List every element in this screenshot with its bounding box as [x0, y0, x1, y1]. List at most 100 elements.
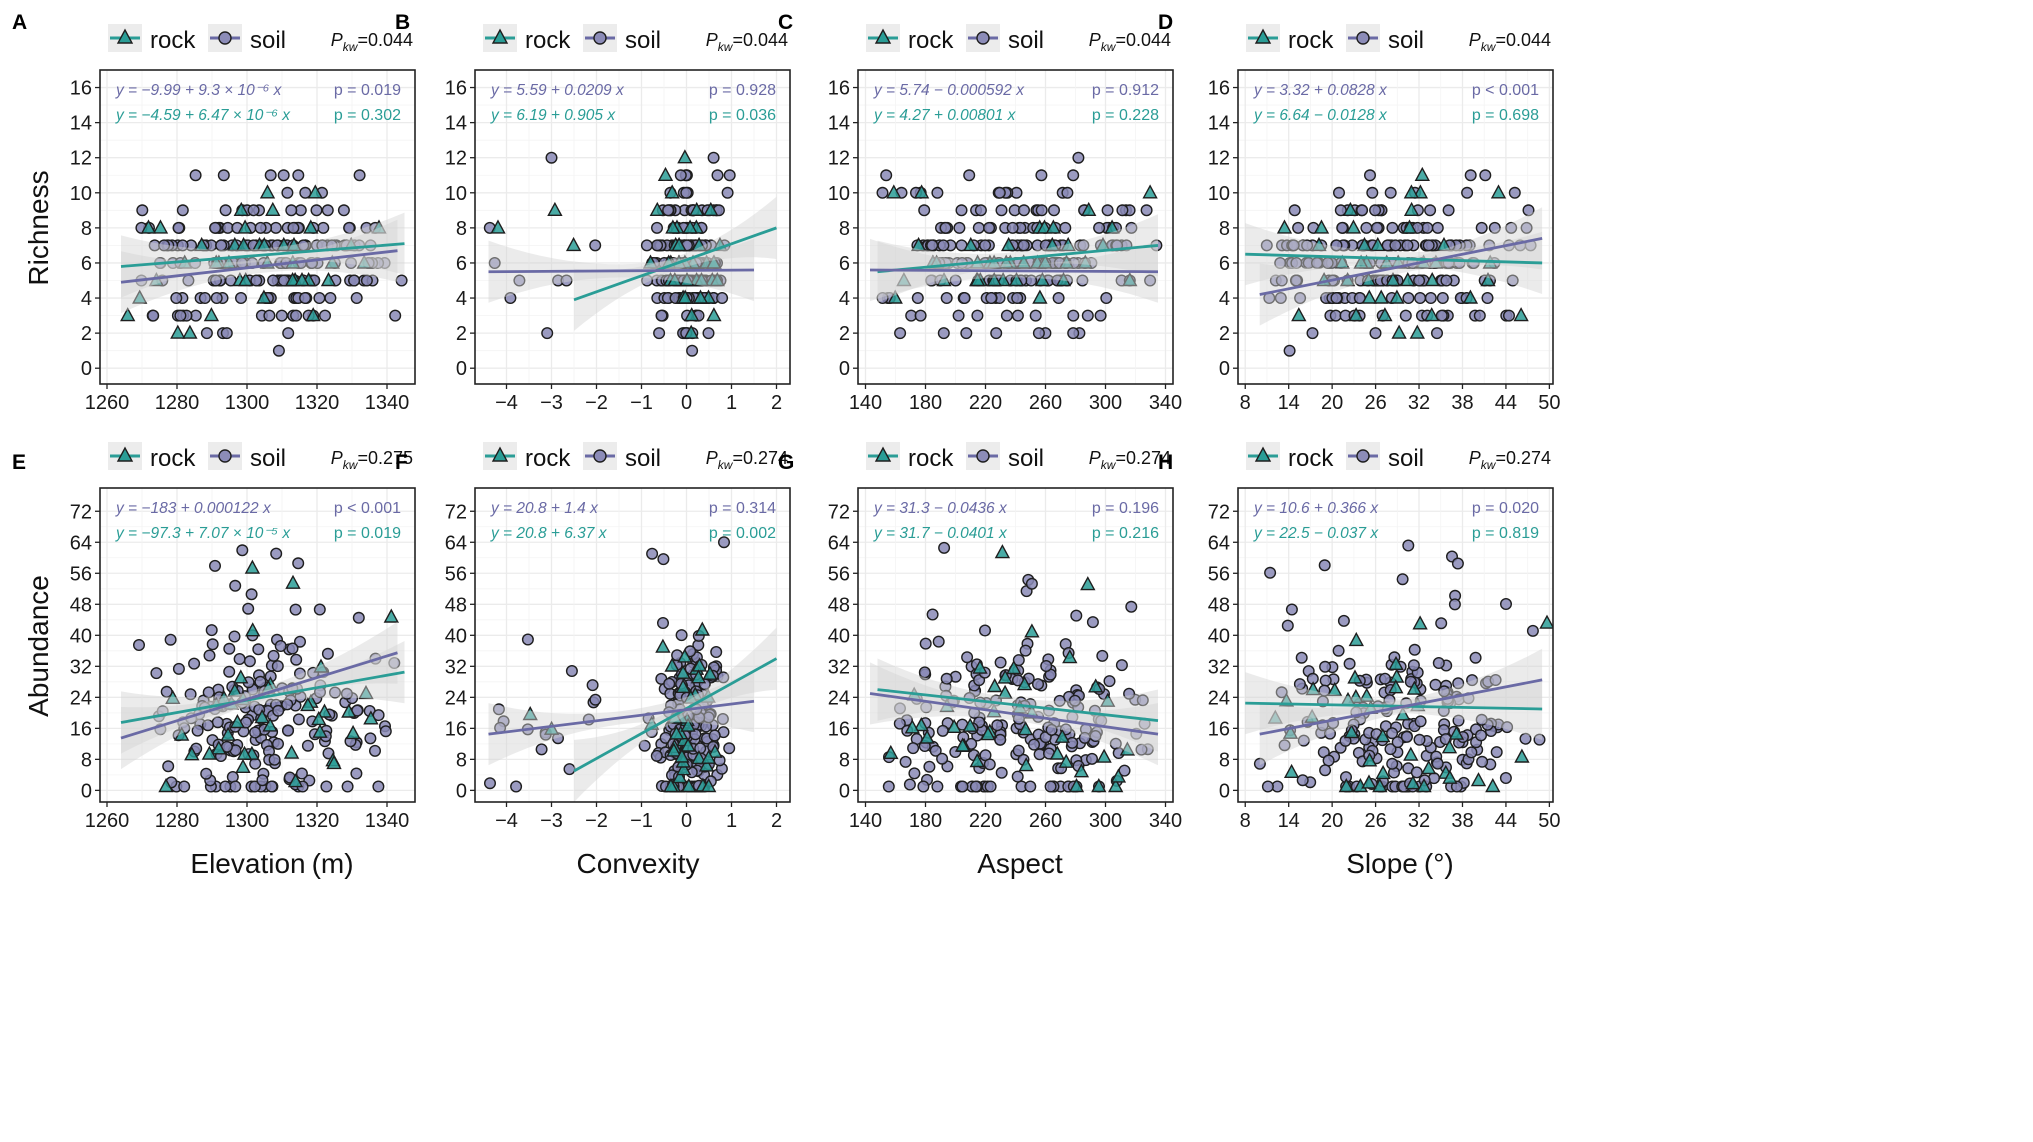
x-tick-label: 220: [969, 810, 1002, 832]
point-rock: [303, 219, 319, 234]
point-soil: [918, 666, 931, 679]
point-soil: [1422, 239, 1435, 252]
point-soil: [1386, 221, 1399, 234]
point-rock: [1055, 272, 1072, 287]
point-soil: [949, 274, 962, 287]
equation-rock: y = 6.19 + 0.905 x: [490, 107, 616, 124]
point-soil: [1096, 649, 1109, 662]
point-soil: [1115, 659, 1128, 672]
legend-label-soil: soil: [1388, 445, 1424, 472]
x-tick-label: 44: [1495, 392, 1517, 414]
y-tick-label: 12: [1208, 148, 1230, 170]
point-soil: [292, 713, 305, 726]
p-kw-label: Pkw=0.274: [1089, 448, 1171, 472]
panel-frame: [99, 69, 416, 385]
point-rock: [986, 272, 1002, 287]
panel-frame: [1237, 69, 1554, 385]
point-soil: [282, 327, 295, 340]
point-soil: [172, 221, 185, 234]
point-soil: [236, 544, 249, 557]
x-tick-label: 1340: [365, 810, 410, 832]
point-soil: [209, 221, 222, 234]
p-kw-symbol: P: [1089, 30, 1101, 50]
point-soil: [263, 309, 276, 322]
point-rock: [1045, 219, 1062, 234]
x-tick-label: 1300: [225, 810, 270, 832]
point-rock: [1403, 746, 1419, 761]
point-soil: [718, 536, 731, 549]
point-soil: [317, 221, 330, 234]
point-soil: [219, 780, 232, 793]
x-axis-title-slope: Slope (°): [1346, 848, 1453, 879]
point-rock: [194, 236, 210, 252]
point-soil: [657, 617, 670, 630]
point-soil: [1319, 764, 1332, 777]
point-soil: [995, 766, 1008, 779]
y-tick-label: 12: [70, 148, 92, 170]
point-rock: [227, 682, 243, 697]
point-soil: [1029, 309, 1042, 322]
equation-rock: y = 22.5 − 0.037 x: [1253, 525, 1379, 542]
p-kw-value: =0.275: [357, 448, 413, 468]
point-soil: [254, 221, 267, 234]
point-soil: [294, 635, 307, 648]
point-soil: [1274, 257, 1287, 270]
point-rock: [904, 719, 920, 734]
point-rock: [706, 254, 722, 269]
y-tick-label: 64: [828, 532, 850, 554]
legend-key-rock-icon: [1254, 446, 1272, 462]
point-soil: [1378, 672, 1391, 685]
point-rock: [1409, 324, 1425, 339]
point-soil: [1125, 221, 1138, 234]
point-soil: [203, 649, 216, 662]
y-tick-label: 0: [839, 780, 850, 802]
point-rock: [1339, 272, 1356, 287]
point-soil: [136, 204, 149, 217]
point-soil: [923, 760, 936, 773]
point-rock: [1441, 739, 1458, 754]
equation-soil: y = 5.59 + 0.0209 x: [490, 82, 625, 99]
legend: rock soil: [1246, 24, 1424, 54]
point-soil: [1125, 600, 1138, 613]
point-rock: [887, 289, 903, 304]
point-soil: [1330, 292, 1343, 305]
point-rock: [152, 219, 169, 234]
p-value-soil: p = 0.928: [709, 82, 776, 99]
point-soil: [931, 780, 944, 793]
point-soil: [510, 780, 523, 793]
y-tick-label: 64: [1208, 532, 1230, 554]
y-tick-label: 48: [1208, 594, 1230, 616]
fit-line-soil: [488, 699, 755, 736]
y-tick-label: 8: [456, 218, 467, 240]
point-soil: [1306, 327, 1319, 340]
point-rock: [287, 773, 304, 788]
point-rock: [1424, 272, 1440, 287]
y-tick-label: 6: [81, 253, 92, 275]
points: [882, 541, 1154, 793]
point-rock: [276, 236, 292, 252]
point-soil: [1290, 274, 1303, 287]
point-soil: [589, 693, 602, 706]
point-rock: [1081, 201, 1097, 217]
ticks: 0 8 16 24 32 40 48 56 64 72 −4 −3 −2 −1 0 1 2: [445, 501, 782, 832]
point-rock: [140, 219, 157, 234]
y-tick-label: 6: [839, 253, 850, 275]
y-tick-label: 10: [70, 183, 92, 205]
x-tick-label: 14: [1278, 392, 1300, 414]
point-soil: [563, 763, 576, 776]
point-soil: [352, 611, 365, 624]
p-value-soil: p = 0.019: [334, 82, 401, 99]
point-rock: [313, 658, 329, 673]
panel-frame: [474, 69, 791, 385]
y-tick-label: 16: [445, 718, 467, 740]
point-soil: [320, 780, 333, 793]
p-kw-symbol: P: [331, 448, 343, 468]
point-rock: [1096, 748, 1112, 763]
point-rock: [997, 669, 1013, 684]
point-soil: [275, 309, 288, 322]
point-soil: [1451, 557, 1464, 570]
panel-letter: C: [778, 11, 793, 34]
point-rock: [245, 622, 261, 637]
point-soil: [341, 780, 354, 793]
